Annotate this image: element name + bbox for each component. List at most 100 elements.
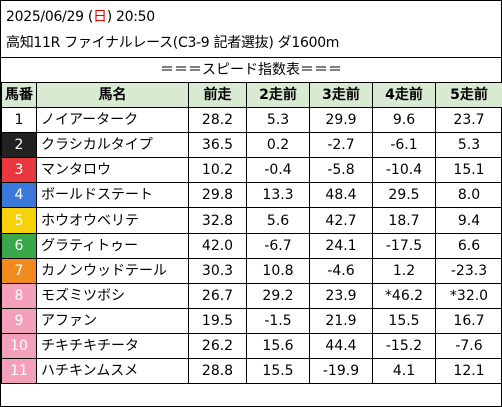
5-races-ago-index: 6.6: [435, 232, 502, 259]
table-banner: ＝＝＝スピード指数表＝＝＝: [1, 57, 501, 82]
5-races-ago-index: 9.4: [435, 207, 502, 234]
horse-number-badge: 5: [1, 207, 37, 234]
3-races-ago-index: 23.9: [309, 282, 373, 309]
race-title: 高知11R ファイナルレース(C3-9 記者選抜) ダ1600m: [6, 35, 340, 51]
horse-name: チキチキチータ: [36, 332, 189, 360]
last-race-index: 10.2: [188, 157, 247, 184]
4-races-ago-index: -17.5: [372, 232, 436, 259]
table-row: 8 モズミツボシ 26.7 29.2 23.9 *46.2 *32.0: [1, 282, 502, 309]
horse-name: マンタロウ: [36, 157, 189, 184]
3-races-ago-index: -2.7: [309, 132, 373, 159]
4-races-ago-index: -15.2: [372, 332, 436, 360]
3-races-ago-index: 44.4: [309, 332, 373, 360]
last-race-index: 28.8: [188, 358, 247, 385]
horse-name: ハチキンムスメ: [36, 358, 189, 385]
last-race-index: 42.0: [188, 232, 247, 259]
5-races-ago-index: *32.0: [435, 282, 502, 309]
3-races-ago-index: -4.6: [309, 257, 373, 284]
col-header-4-races-ago: 4走前: [372, 81, 436, 109]
5-races-ago-index: 15.1: [435, 157, 502, 184]
3-races-ago-index: 29.9: [309, 107, 373, 134]
3-races-ago-index: 42.7: [309, 207, 373, 234]
table-row: 5 ホウオウベリテ 32.8 5.6 42.7 18.7 9.4: [1, 207, 502, 234]
2-races-ago-index: 15.6: [246, 332, 310, 360]
horse-name: モズミツボシ: [36, 282, 189, 309]
2-races-ago-index: -6.7: [246, 232, 310, 259]
table-row: 9 アファン 19.5 -1.5 21.9 15.5 16.7: [1, 307, 502, 334]
4-races-ago-index: 15.5: [372, 307, 436, 334]
horse-number-badge: 11: [1, 358, 37, 385]
race-time: 20:50: [111, 9, 155, 25]
3-races-ago-index: 24.1: [309, 232, 373, 259]
horse-number-badge: 1: [1, 107, 37, 134]
horse-number-badge: 7: [1, 257, 37, 284]
col-header-number: 馬番: [1, 81, 37, 109]
horse-number-badge: 6: [1, 232, 37, 259]
horse-number-badge: 4: [1, 182, 37, 209]
table-row: 6 グラティトゥー 42.0 -6.7 24.1 -17.5 6.6: [1, 232, 502, 259]
table-row: 2 クラシカルタイプ 36.5 0.2 -2.7 -6.1 5.3: [1, 132, 502, 159]
5-races-ago-index: 5.3: [435, 132, 502, 159]
4-races-ago-index: 9.6: [372, 107, 436, 134]
horse-name: クラシカルタイプ: [36, 132, 189, 159]
horse-number-badge: 9: [1, 307, 37, 334]
3-races-ago-index: 48.4: [309, 182, 373, 209]
col-header-5-races-ago: 5走前: [435, 81, 502, 109]
2-races-ago-index: 13.3: [246, 182, 310, 209]
horse-number-badge: 10: [1, 332, 37, 360]
4-races-ago-index: 1.2: [372, 257, 436, 284]
race-weekday: 日: [93, 9, 107, 25]
col-header-horse-name: 馬名: [36, 81, 189, 109]
2-races-ago-index: 15.5: [246, 358, 310, 385]
5-races-ago-index: 8.0: [435, 182, 502, 209]
table-row: 4 ボールドステート 29.8 13.3 48.4 29.5 8.0: [1, 182, 502, 209]
horse-name: ホウオウベリテ: [36, 207, 189, 234]
last-race-index: 36.5: [188, 132, 247, 159]
2-races-ago-index: -1.5: [246, 307, 310, 334]
last-race-index: 28.2: [188, 107, 247, 134]
horse-name: アファン: [36, 307, 189, 334]
col-header-2-races-ago: 2走前: [246, 81, 310, 109]
col-header-last-race: 前走: [188, 81, 247, 109]
2-races-ago-index: -0.4: [246, 157, 310, 184]
horse-name: ボールドステート: [36, 182, 189, 209]
4-races-ago-index: 4.1: [372, 358, 436, 385]
4-races-ago-index: -10.4: [372, 157, 436, 184]
race-date: 2025/06/29: [6, 9, 88, 25]
horse-name: グラティトゥー: [36, 232, 189, 259]
col-header-3-races-ago: 3走前: [309, 81, 373, 109]
4-races-ago-index: -6.1: [372, 132, 436, 159]
weekday-close: ): [106, 9, 112, 25]
last-race-index: 30.3: [188, 257, 247, 284]
table-row: 11 ハチキンムスメ 28.8 15.5 -19.9 4.1 12.1: [1, 358, 502, 385]
horse-name: カノンウッドテール: [36, 257, 189, 284]
speed-index-table: 馬番 馬名 前走 2走前 3走前 4走前 5走前 1 ノイアーターク 28.2 5.3…: [1, 81, 502, 385]
last-race-index: 29.8: [188, 182, 247, 209]
last-race-index: 26.2: [188, 332, 247, 360]
5-races-ago-index: -23.3: [435, 257, 502, 284]
2-races-ago-index: 0.2: [246, 132, 310, 159]
last-race-index: 19.5: [188, 307, 247, 334]
4-races-ago-index: *46.2: [372, 282, 436, 309]
horse-number-badge: 3: [1, 157, 37, 184]
table-header-row: 馬番 馬名 前走 2走前 3走前 4走前 5走前: [1, 81, 502, 109]
3-races-ago-index: -19.9: [309, 358, 373, 385]
5-races-ago-index: -7.6: [435, 332, 502, 360]
weekday-open: (: [87, 9, 94, 25]
horse-number-badge: 8: [1, 282, 37, 309]
horse-name: ノイアーターク: [36, 107, 189, 134]
3-races-ago-index: 21.9: [309, 307, 373, 334]
5-races-ago-index: 12.1: [435, 358, 502, 385]
5-races-ago-index: 16.7: [435, 307, 502, 334]
4-races-ago-index: 29.5: [372, 182, 436, 209]
last-race-index: 26.7: [188, 282, 247, 309]
table-row: 1 ノイアーターク 28.2 5.3 29.9 9.6 23.7: [1, 107, 502, 134]
table-row: 10 チキチキチータ 26.2 15.6 44.4 -15.2 -7.6: [1, 332, 502, 360]
3-races-ago-index: -5.8: [309, 157, 373, 184]
2-races-ago-index: 10.8: [246, 257, 310, 284]
5-races-ago-index: 23.7: [435, 107, 502, 134]
2-races-ago-index: 5.3: [246, 107, 310, 134]
horse-number-badge: 2: [1, 132, 37, 159]
2-races-ago-index: 29.2: [246, 282, 310, 309]
